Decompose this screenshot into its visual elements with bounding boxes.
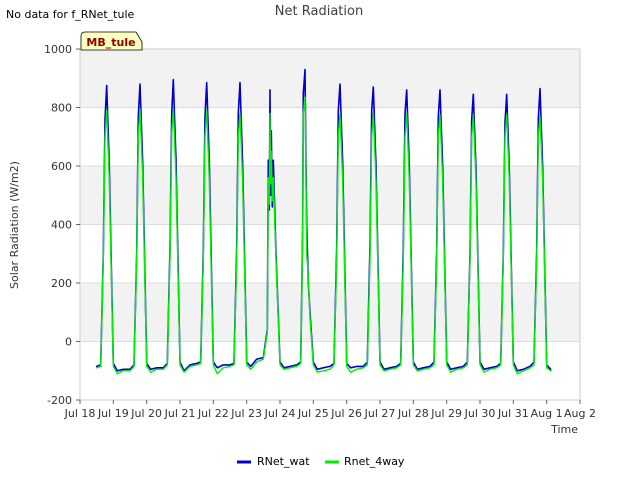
chart-title: Net Radiation <box>275 4 363 19</box>
site-badge: MB_tule <box>80 31 143 51</box>
x-tick-label: Jul 18 <box>64 407 96 420</box>
x-tick-label: Jul 28 <box>397 407 429 420</box>
legend-label-rnet-wat: RNet_wat <box>257 455 310 468</box>
legend-label-rnet-4way: Rnet_4way <box>344 455 405 468</box>
band-3 <box>80 166 580 225</box>
x-tick-label: Jul 23 <box>230 407 262 420</box>
y-tick-label: 200 <box>51 277 72 290</box>
x-axis-label: Time <box>550 423 578 436</box>
series-line-rnet-4way <box>95 96 552 375</box>
plot-area <box>79 48 581 401</box>
x-tick-label: Jul 24 <box>264 407 296 420</box>
series-layer <box>95 68 552 375</box>
badge-label: MB_tule <box>86 36 135 49</box>
no-data-note: No data for f_RNet_tule <box>6 8 135 21</box>
x-tick-label: Jul 22 <box>197 407 229 420</box>
x-tick-label: Aug 2 <box>564 407 596 420</box>
x-tick-label: Jul 21 <box>164 407 196 420</box>
y-tick-label: 600 <box>51 160 72 173</box>
x-tick-label: Jul 29 <box>430 407 462 420</box>
badge-shape <box>80 31 143 51</box>
band-5 <box>80 49 580 108</box>
x-tick-label: Jul 30 <box>464 407 496 420</box>
y-tick-label: 1000 <box>44 43 72 56</box>
y-tick-label: -200 <box>47 394 72 407</box>
y-axis-label: Solar Radiation (W/m2) <box>8 161 21 289</box>
x-tick-label: Jul 31 <box>497 407 529 420</box>
y-tick-label: 800 <box>51 102 72 115</box>
x-axis-ticks: Jul 18 Jul 19 Jul 20 Jul 21 Jul 22 Jul 23 Jul … <box>64 400 596 420</box>
y-axis-ticks: -200 0 200 400 600 800 1000 <box>44 43 80 407</box>
x-tick-label: Aug 1 <box>531 407 563 420</box>
x-tick-label: Jul 25 <box>297 407 329 420</box>
x-tick-label: Jul 19 <box>97 407 129 420</box>
legend: RNet_wat Rnet_4way <box>237 455 405 468</box>
x-tick-label: Jul 26 <box>330 407 362 420</box>
x-tick-label: Jul 27 <box>364 407 396 420</box>
x-tick-label: Jul 20 <box>130 407 162 420</box>
background-bands <box>80 49 580 342</box>
y-tick-label: 0 <box>65 336 72 349</box>
y-tick-label: 400 <box>51 219 72 232</box>
band-1 <box>80 283 580 342</box>
